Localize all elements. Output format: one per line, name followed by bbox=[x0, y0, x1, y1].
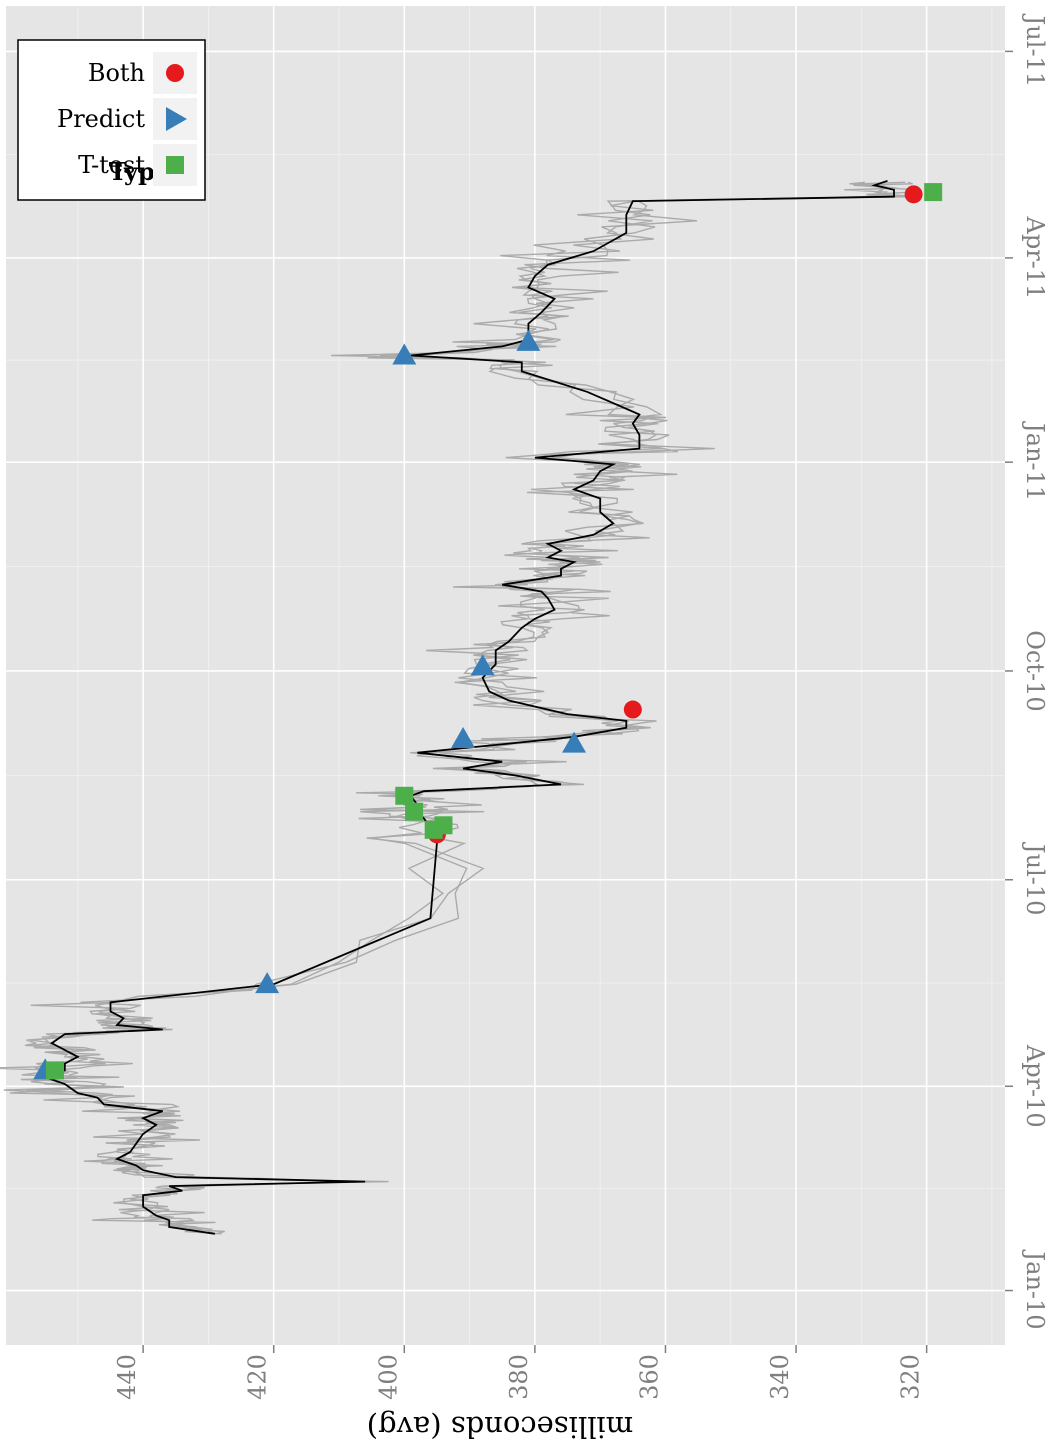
raw-series-lines bbox=[0, 181, 920, 1235]
marker-t-test bbox=[434, 816, 453, 835]
legend-key-t-test bbox=[166, 156, 184, 174]
marker-predict bbox=[516, 329, 541, 351]
marker-t-test bbox=[45, 1061, 64, 1080]
legend-label-predict: Predict bbox=[57, 105, 145, 133]
raw-series-line bbox=[0, 181, 920, 1235]
x-tick-label: Apr-11 bbox=[1021, 215, 1049, 299]
x-tick-label: Jul-10 bbox=[1021, 841, 1049, 915]
main-series-line bbox=[42, 179, 895, 1235]
marker-predict bbox=[562, 731, 587, 753]
y-axis-title: milliseconds (avg) bbox=[367, 1410, 634, 1444]
marker-t-test bbox=[405, 802, 424, 821]
y-tick-label: 340 bbox=[766, 1354, 794, 1400]
y-tick-label: 360 bbox=[635, 1354, 663, 1400]
x-axis: Jan-10 Apr-10 Jul-10 Oct-10 Jan-11 Apr-11 Jul-… bbox=[1005, 13, 1049, 1330]
markers-group bbox=[33, 183, 943, 1080]
y-axis: 320 340 360 380 400 420 440 bbox=[113, 1345, 928, 1400]
legend-key-predict bbox=[166, 107, 187, 131]
marker-predict bbox=[255, 972, 280, 994]
x-tick-label: Jul-11 bbox=[1021, 13, 1049, 87]
x-tick-label: Jan-10 bbox=[1021, 1249, 1049, 1330]
x-tick-label: Oct-10 bbox=[1021, 630, 1049, 711]
legend-label-t-test: T-test bbox=[78, 151, 145, 179]
y-tick-label: 320 bbox=[897, 1354, 925, 1400]
legend-label-both: Both bbox=[88, 59, 145, 87]
marker-both bbox=[904, 185, 923, 204]
marker-predict bbox=[392, 343, 417, 365]
y-tick-label: 440 bbox=[113, 1354, 141, 1400]
marker-both bbox=[623, 700, 642, 719]
x-tick-label: Apr-10 bbox=[1021, 1044, 1049, 1128]
y-tick-label: 400 bbox=[374, 1354, 402, 1400]
raw-series-line bbox=[3, 181, 889, 1235]
marker-t-test bbox=[924, 183, 943, 202]
y-tick-label: 380 bbox=[505, 1354, 533, 1400]
x-tick-label: Jan-11 bbox=[1021, 420, 1049, 501]
legend-key-both bbox=[166, 64, 184, 82]
marker-predict bbox=[451, 727, 476, 749]
marker-t-test bbox=[395, 786, 414, 805]
y-tick-label: 420 bbox=[244, 1354, 272, 1400]
marker-predict bbox=[470, 654, 495, 676]
